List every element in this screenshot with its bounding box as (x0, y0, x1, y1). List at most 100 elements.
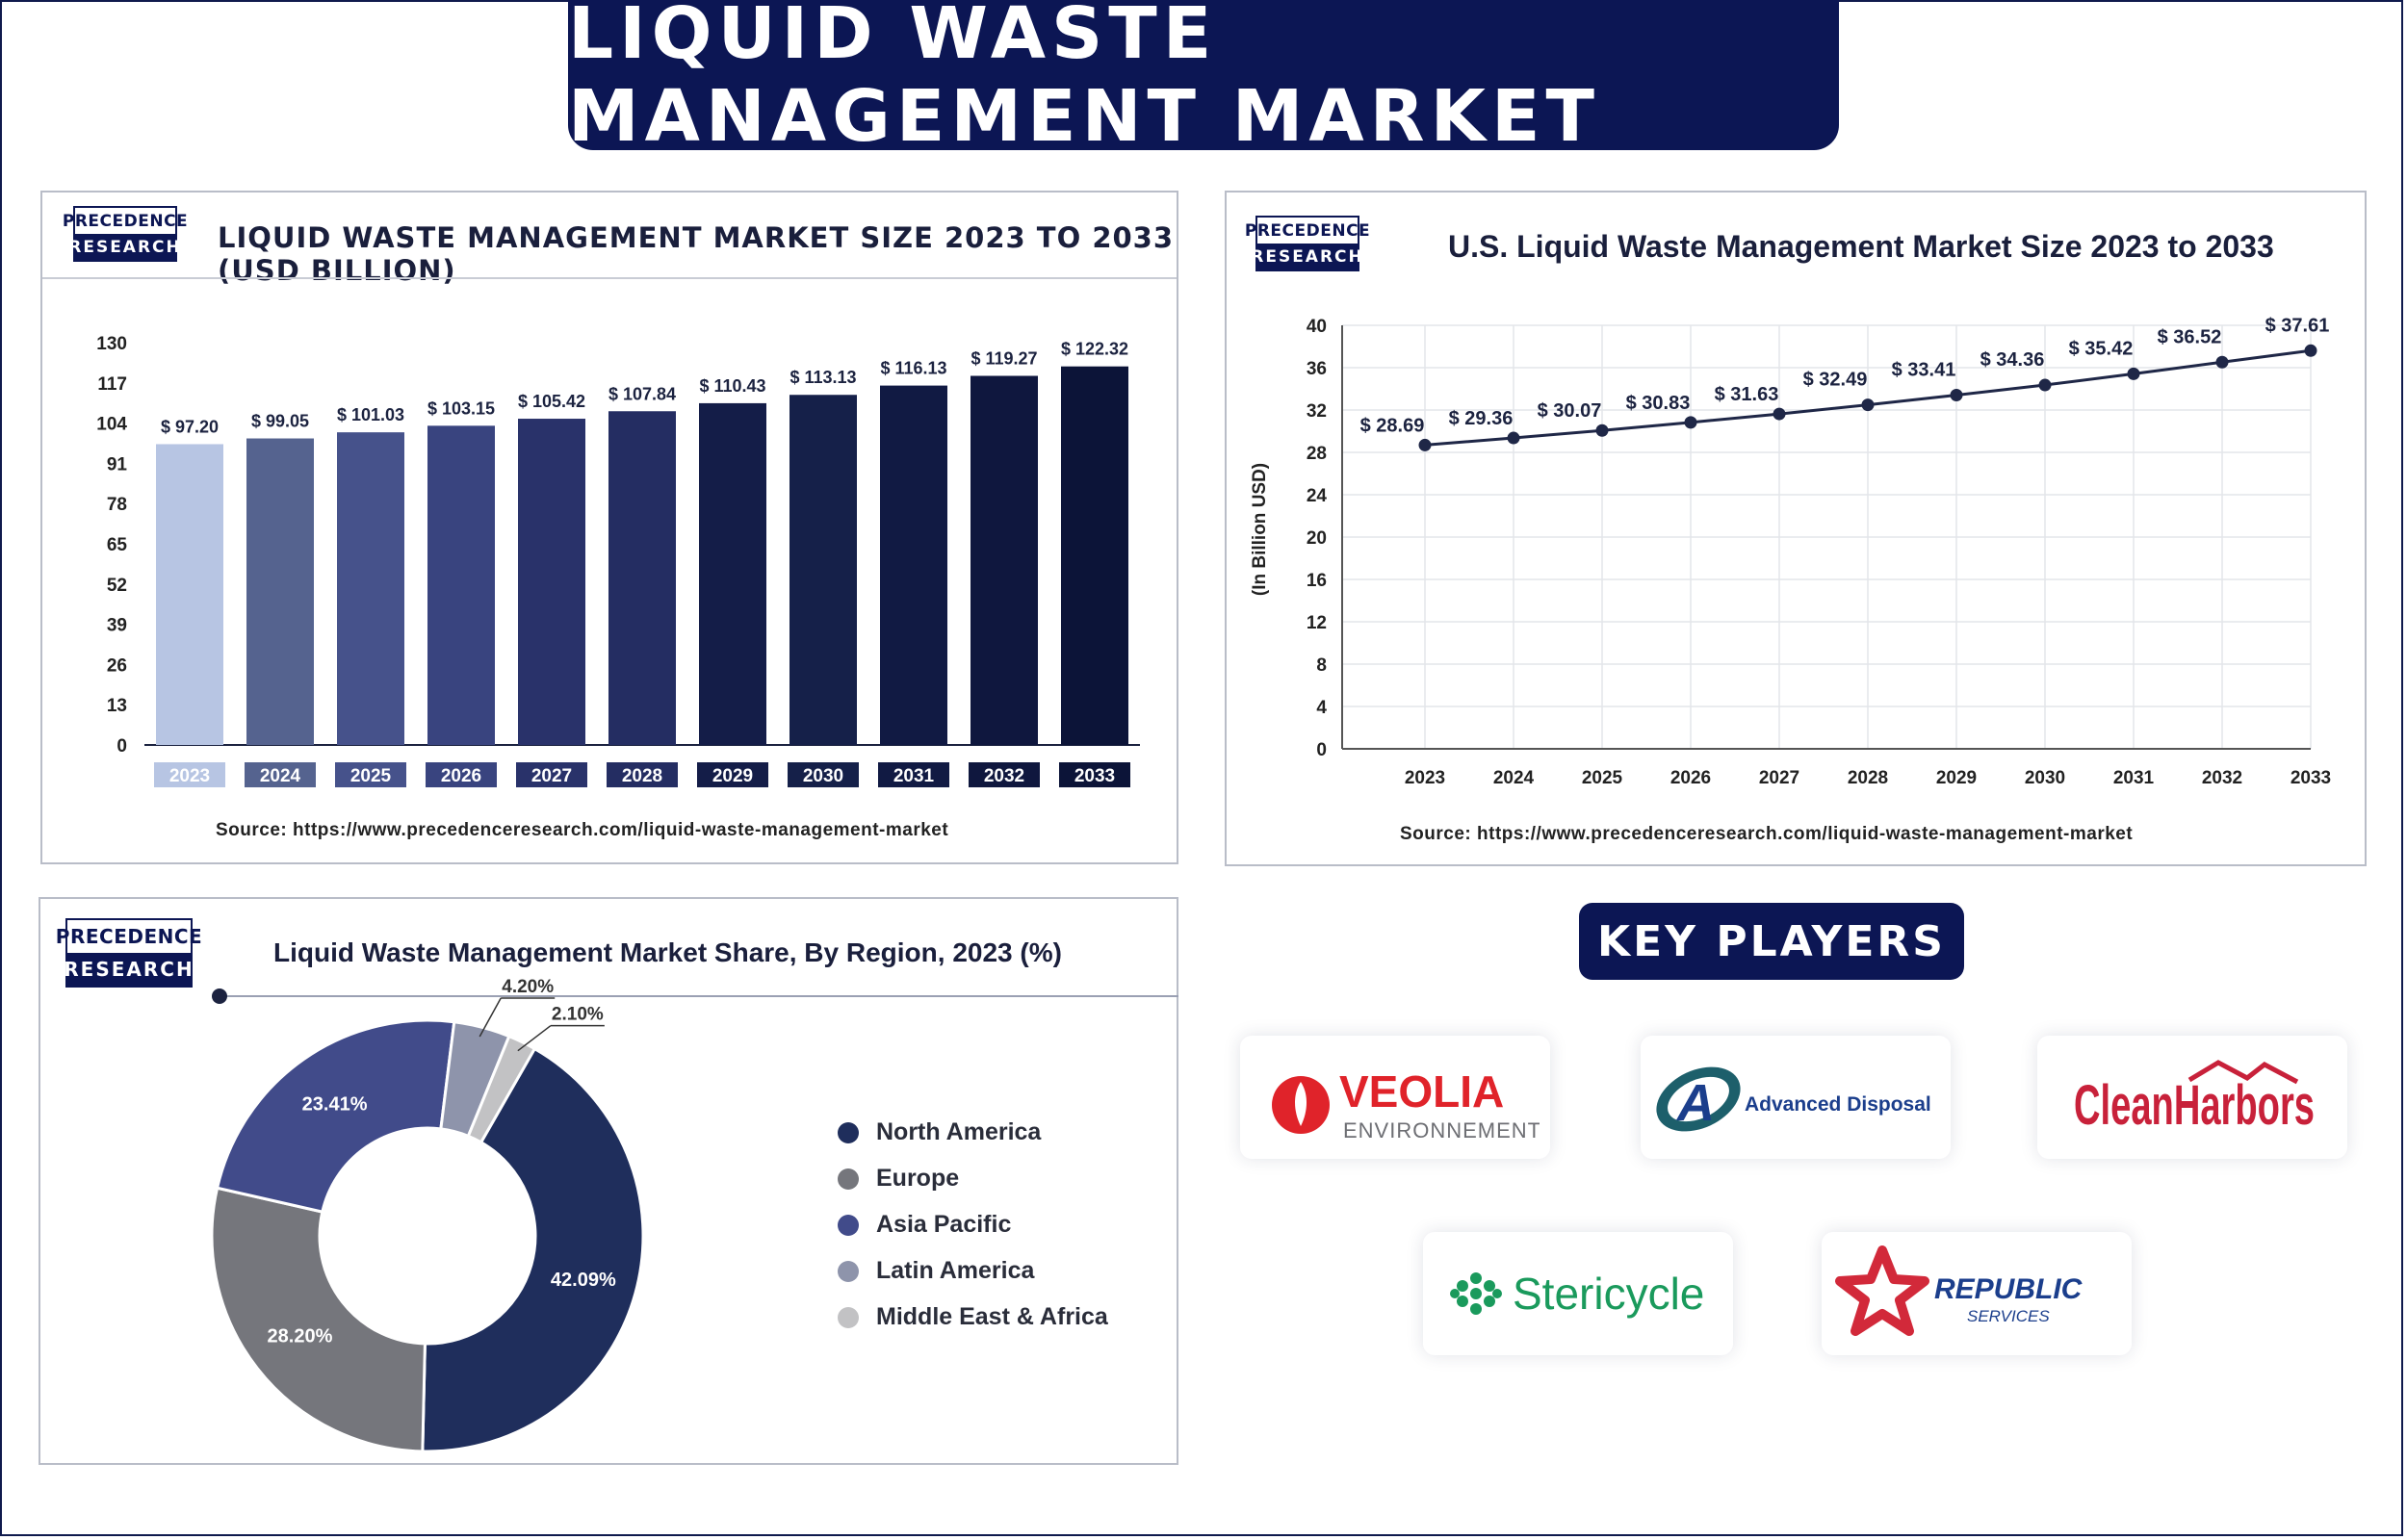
legend-swatch (838, 1214, 859, 1236)
bar-value-label: $ 107.84 (608, 384, 676, 403)
legend-label: North America (876, 1118, 1042, 1145)
point-value-label: $ 30.83 (1626, 393, 1691, 414)
line-chart-panel: PRECEDENCE RESEARCH U.S. Liquid Waste Ma… (1225, 191, 2367, 866)
veolia-logo: VEOLIA ENVIRONNEMENT (1240, 1036, 1550, 1159)
legend-item: Europe (838, 1165, 959, 1193)
bar-chart-panel: PRECEDENCE RESEARCH LIQUID WASTE MANAGEM… (40, 191, 1178, 864)
bar-value-label: $ 99.05 (251, 412, 309, 431)
x-tick-box (516, 762, 587, 787)
bar (880, 385, 947, 745)
stericycle-mark-icon: Stericycle (1450, 1269, 1704, 1319)
donut-slice (210, 1186, 427, 1453)
legend-label: Middle East & Africa (876, 1303, 1108, 1330)
x-tick-box (1059, 762, 1130, 787)
slice-label: 23.41% (302, 1093, 368, 1115)
x-tick-label: 2023 (169, 766, 210, 786)
bar (246, 438, 314, 745)
legend-item: Middle East & Africa (838, 1303, 1108, 1331)
bar-value-label: $ 97.20 (161, 417, 219, 436)
bar (1061, 366, 1128, 745)
data-point (1595, 424, 1609, 437)
y-tick-label: 0 (1316, 740, 1327, 760)
title-rule (220, 995, 1178, 997)
bar-value-label: $ 101.03 (337, 405, 404, 424)
advanced-disposal-text: Advanced Disposal (1745, 1093, 1931, 1116)
y-tick-label: 40 (1307, 317, 1327, 337)
legend-swatch (838, 1260, 859, 1282)
y-tick-label: 65 (107, 535, 128, 555)
y-tick-label: 130 (96, 334, 127, 354)
y-tick-label: 36 (1307, 359, 1327, 379)
x-tick-label: 2028 (1848, 768, 1888, 788)
y-tick-label: 20 (1307, 528, 1327, 549)
point-value-label: $ 37.61 (2265, 315, 2330, 336)
x-tick-box (878, 762, 949, 787)
slice-label: 2.10% (552, 1005, 604, 1025)
point-value-label: $ 33.41 (1892, 359, 1956, 380)
x-tick-label: 2031 (893, 766, 935, 786)
y-tick-label: 16 (1307, 571, 1327, 591)
x-tick-label: 2030 (803, 766, 843, 786)
x-tick-label: 2031 (2113, 768, 2155, 788)
data-point (1418, 438, 1432, 451)
clean-harbors-text: CleanHarbors (2074, 1074, 2315, 1137)
y-tick-label: 8 (1316, 655, 1327, 676)
veolia-mark-icon: VEOLIA ENVIRONNEMENT (1272, 1066, 1540, 1142)
bar-value-label: $ 110.43 (699, 376, 765, 396)
point-value-label: $ 30.07 (1538, 400, 1602, 422)
y-tick-label: 117 (97, 374, 127, 395)
y-tick-label: 28 (1307, 444, 1327, 464)
y-tick-label: 39 (107, 616, 127, 636)
x-tick-label: 2025 (350, 766, 392, 786)
y-tick-label: 24 (1307, 486, 1328, 506)
bar (699, 402, 766, 745)
stericycle-text: Stericycle (1513, 1269, 1704, 1319)
x-tick-label: 2030 (2025, 768, 2065, 788)
data-point (1861, 398, 1875, 412)
x-tick-box (426, 762, 497, 787)
y-tick-label: 52 (107, 576, 127, 596)
legend-item: North America (838, 1118, 1041, 1146)
legend-swatch (838, 1306, 859, 1328)
slice-leader-line (479, 997, 502, 1038)
bar (789, 395, 857, 745)
legend-swatch (838, 1121, 859, 1143)
stericycle-logo: Stericycle (1423, 1232, 1733, 1355)
bar (337, 432, 404, 745)
x-tick-box (788, 762, 859, 787)
slice-label: 4.20% (502, 977, 554, 997)
x-tick-label: 2026 (441, 766, 481, 786)
bar (427, 425, 495, 745)
y-axis-label: (In Billion USD) (1250, 463, 1270, 596)
bar-chart-title: LIQUID WASTE MANAGEMENT MARKET SIZE 2023… (218, 221, 1175, 287)
bar-value-label: $ 105.42 (518, 392, 585, 411)
x-tick-label: 2026 (1670, 768, 1711, 788)
data-point (1773, 407, 1786, 421)
donut-slice (215, 1018, 456, 1214)
y-tick-label: 78 (107, 495, 127, 515)
x-tick-label: 2028 (622, 766, 662, 786)
bar (518, 419, 585, 745)
republic-text: REPUBLIC (1934, 1273, 2083, 1305)
legend-label: Europe (876, 1165, 960, 1192)
data-point (2304, 344, 2317, 357)
x-tick-label: 2023 (1405, 768, 1445, 788)
data-point (1684, 416, 1697, 429)
bar (608, 411, 676, 745)
donut-slice (466, 1034, 537, 1144)
legend-label: Latin America (876, 1257, 1035, 1284)
x-tick-label: 2029 (712, 766, 753, 786)
point-value-label: $ 29.36 (1449, 408, 1514, 429)
slice-label: 42.09% (551, 1270, 616, 1291)
page-header: LIQUID WASTE MANAGEMENT MARKET (568, 0, 1839, 158)
data-point (1950, 388, 1963, 401)
page-title: LIQUID WASTE MANAGEMENT MARKET (568, 0, 1601, 158)
republic-services-logo: REPUBLIC SERVICES (1822, 1232, 2132, 1355)
donut-chart: 42.09% 28.20% 23.41% 4.20% 2.10% (210, 977, 645, 1453)
x-tick-box (969, 762, 1040, 787)
x-tick-label: 2024 (1493, 768, 1535, 788)
y-tick-label: 0 (116, 736, 127, 757)
x-tick-label: 2033 (1074, 766, 1115, 786)
data-point (2215, 355, 2229, 369)
